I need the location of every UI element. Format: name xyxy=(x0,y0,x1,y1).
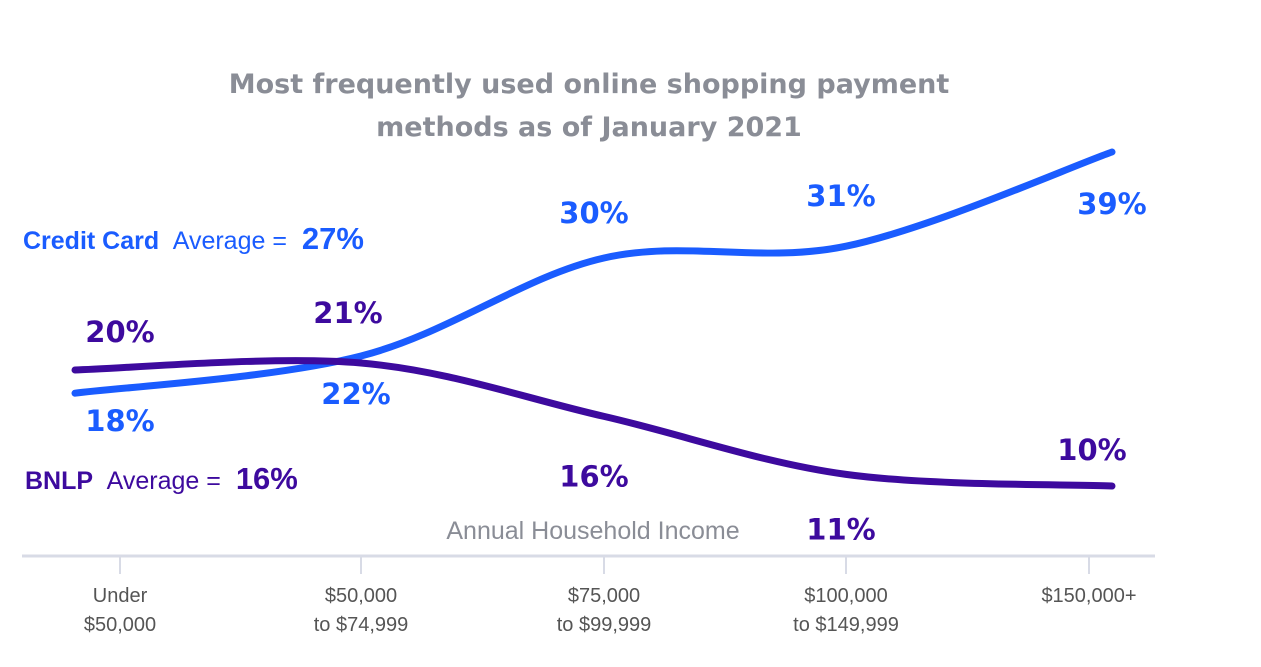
x-tick-label-line: Under xyxy=(93,585,148,607)
credit-card-data-labels: 18% 22% 30% 31% 39% xyxy=(85,179,1146,438)
x-tick-label: $50,000 to $74,999 xyxy=(314,585,409,636)
bnlp-legend-name: BNLP xyxy=(25,467,93,495)
bnlp-average-value: 16% xyxy=(236,461,298,496)
x-axis-title: Annual Household Income xyxy=(446,517,739,545)
credit-card-data-label: 30% xyxy=(559,196,628,230)
chart-title: Most frequently used online shopping pay… xyxy=(229,69,950,143)
x-tick-label-line: $100,000 xyxy=(804,585,887,607)
x-tick-label: $75,000 to $99,999 xyxy=(557,585,652,636)
x-tick-label: Under $50,000 xyxy=(84,585,156,636)
credit-card-data-label: 39% xyxy=(1077,187,1146,221)
bnlp-line xyxy=(71,357,1116,490)
x-tick-label-line: $150,000+ xyxy=(1041,585,1136,607)
credit-card-legend-name: Credit Card xyxy=(23,227,159,255)
x-tick-label: $150,000+ xyxy=(1041,585,1136,607)
chart-title-line-1: Most frequently used online shopping pay… xyxy=(229,69,950,100)
bnlp-data-label: 10% xyxy=(1057,433,1126,467)
credit-card-average-label: Average = xyxy=(173,227,287,255)
bnlp-average-label: Average = xyxy=(107,467,221,495)
x-tick-label-line: $50,000 xyxy=(325,585,397,607)
x-tick-label-line: $50,000 xyxy=(84,614,156,636)
x-tick-label-line: to $99,999 xyxy=(557,614,652,636)
x-tick-label-line: to $74,999 xyxy=(314,614,409,636)
x-tick-label: $100,000 to $149,999 xyxy=(793,585,899,636)
bnlp-average-legend: BNLP Average = 16% xyxy=(25,461,298,496)
credit-card-data-label: 22% xyxy=(321,377,390,411)
credit-card-data-label: 31% xyxy=(806,179,875,213)
x-axis-ticks: Under $50,000 $50,000 to $74,999 $75,000 to $… xyxy=(84,557,1137,636)
bnlp-data-label: 16% xyxy=(559,459,628,493)
bnlp-data-label: 20% xyxy=(85,315,154,349)
credit-card-data-label: 18% xyxy=(85,404,154,438)
x-tick-label-line: to $149,999 xyxy=(793,614,899,636)
chart-title-line-2: methods as of January 2021 xyxy=(376,112,802,143)
credit-card-line xyxy=(71,148,1116,397)
credit-card-average-value: 27% xyxy=(302,221,364,256)
bnlp-data-labels: 20% 21% 16% 11% 10% xyxy=(85,296,1126,546)
credit-card-average-legend: Credit Card Average = 27% xyxy=(23,221,364,256)
bnlp-data-label: 21% xyxy=(313,296,382,330)
bnlp-data-label: 11% xyxy=(806,512,875,546)
x-tick-label-line: $75,000 xyxy=(568,585,640,607)
